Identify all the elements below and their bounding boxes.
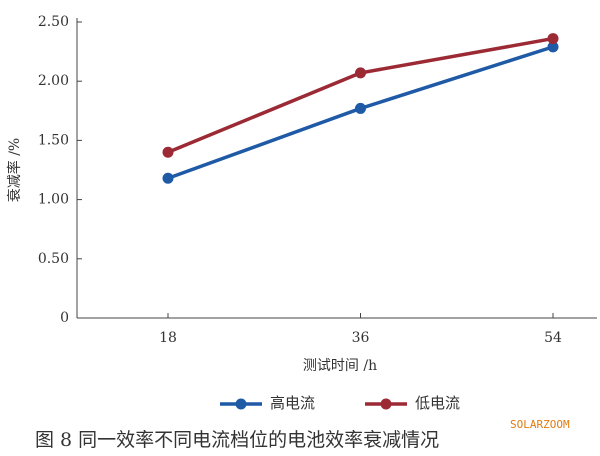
legend-marker bbox=[380, 398, 392, 410]
point bbox=[355, 67, 366, 79]
point bbox=[162, 146, 174, 158]
series-line bbox=[167, 36, 554, 154]
x-tick-label: 36 bbox=[352, 330, 370, 346]
point bbox=[547, 41, 559, 53]
watermark: SOLARZOOM bbox=[510, 418, 570, 431]
y-tick-label: 2.50 bbox=[38, 14, 69, 30]
x-axis-title: 测试时间 /h bbox=[303, 358, 377, 374]
legend-marker bbox=[235, 398, 247, 410]
x-tick-label: 54 bbox=[544, 330, 562, 346]
point bbox=[162, 172, 174, 184]
y-tick-label: 2.00 bbox=[38, 73, 69, 89]
y-tick-label: 1.50 bbox=[38, 132, 69, 148]
y-axis-title: 衰减率 /% bbox=[6, 138, 23, 202]
y-tick-label: 1.00 bbox=[38, 192, 69, 208]
x-tick-label: 18 bbox=[159, 330, 177, 346]
point bbox=[355, 102, 366, 114]
point bbox=[547, 33, 559, 45]
y-tick-label: 0 bbox=[60, 310, 69, 326]
y-tick-label: 0.50 bbox=[38, 251, 69, 267]
legend-label: 低电流 bbox=[415, 394, 460, 412]
caption: 图 8 同一效率不同电流档位的电池效率衰减情况 bbox=[35, 429, 439, 451]
legend-label: 高电流 bbox=[270, 394, 315, 412]
